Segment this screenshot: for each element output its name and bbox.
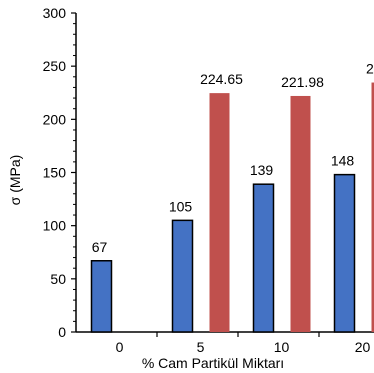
y-axis-title: σ (MPa) [7, 155, 23, 206]
y-tick-label: 50 [50, 271, 66, 287]
bar-1 [333, 173, 356, 333]
x-tick-label: 20 [355, 339, 371, 355]
bar-2 [371, 82, 374, 333]
bar-1 [171, 219, 194, 333]
y-tick-label: 100 [43, 218, 67, 234]
y-axis: 0 50 100 150 200 250 300 [43, 5, 77, 340]
x-axis: 0 5 10 20 [76, 331, 374, 355]
data-label: 221.98 [281, 74, 324, 90]
data-label: 234.6 [366, 61, 374, 77]
data-label: 224.65 [200, 71, 243, 87]
y-tick-label: 200 [43, 111, 67, 127]
x-tick-label: 5 [197, 339, 205, 355]
bar-2 [209, 93, 230, 333]
data-labels: 67 105 224.65 139 221.98 148 234.6 [92, 61, 374, 255]
bars [90, 82, 374, 333]
y-tick-label: 300 [43, 5, 67, 21]
x-tick-label: 10 [274, 339, 290, 355]
bar-2 [290, 95, 311, 332]
data-label: 67 [92, 239, 108, 255]
y-tick-label: 0 [58, 324, 66, 340]
y-tick-label: 250 [43, 58, 67, 74]
bar-1 [252, 183, 275, 333]
x-axis-title: % Cam Partikül Miktarı [142, 355, 284, 371]
x-tick-label: 0 [116, 339, 124, 355]
data-label: 139 [250, 162, 274, 178]
bar-1 [90, 260, 113, 333]
data-label: 148 [331, 153, 355, 169]
data-label: 105 [169, 198, 193, 214]
y-tick-label: 150 [43, 165, 67, 181]
